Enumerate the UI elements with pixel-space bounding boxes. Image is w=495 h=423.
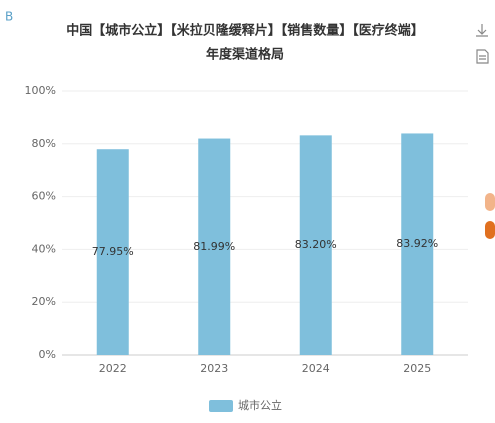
x-tick-label: 2024 [302, 362, 330, 375]
side-button[interactable] [485, 193, 495, 211]
bar [299, 135, 332, 355]
data-label: 77.95% [92, 245, 134, 258]
download-icon[interactable] [476, 24, 488, 37]
x-tick-label: 2025 [403, 362, 431, 375]
side-button[interactable] [485, 221, 495, 239]
chart-subtitle: 年度渠道格局 [206, 47, 284, 63]
badge: B [5, 10, 13, 24]
data-label: 83.20% [295, 238, 337, 251]
y-tick-label: 100% [25, 84, 56, 97]
y-tick-label: 20% [32, 295, 56, 308]
data-label: 83.92% [396, 237, 438, 250]
bar [401, 133, 434, 355]
legend-swatch [209, 400, 233, 412]
y-tick-label: 60% [32, 190, 56, 203]
y-tick-label: 0% [39, 348, 56, 361]
bar [198, 138, 231, 355]
y-tick-label: 40% [32, 242, 56, 255]
data-label: 81.99% [193, 240, 235, 253]
chart-title: 中国【城市公立】【米拉贝隆缓释片】【销售数量】【医疗终端】 [66, 23, 424, 39]
data-view-icon[interactable] [476, 49, 489, 64]
x-tick-label: 2023 [200, 362, 228, 375]
y-tick-label: 80% [32, 137, 56, 150]
legend-label: 城市公立 [238, 398, 282, 412]
bar [96, 149, 129, 355]
x-tick-label: 2022 [99, 362, 127, 375]
